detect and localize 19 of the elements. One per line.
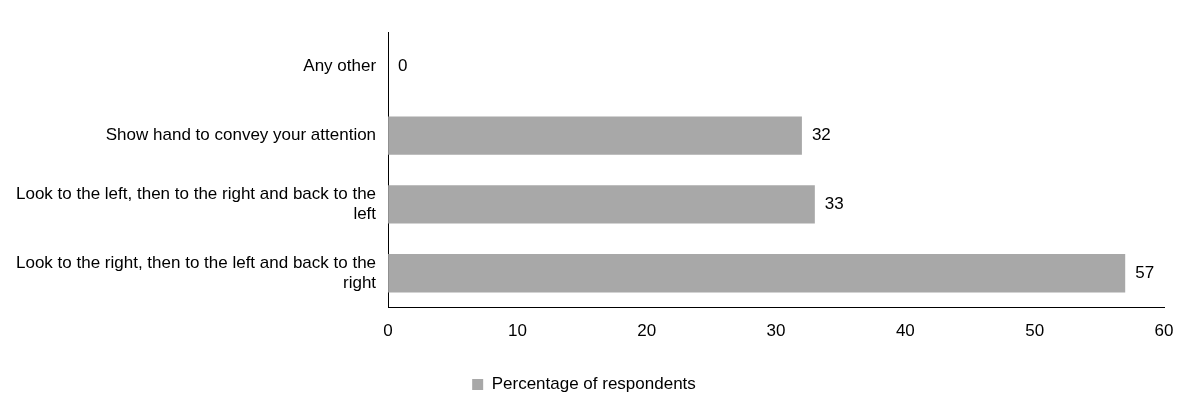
bar <box>388 116 802 155</box>
data-label: 57 <box>1135 262 1155 282</box>
y-tick-label: Look to the right, then to the left and back to the right <box>15 252 377 293</box>
x-tick-label: 50 <box>1025 321 1045 341</box>
bar <box>388 254 1126 293</box>
legend-label: Percentage of respondents <box>491 374 696 394</box>
data-label: 33 <box>824 194 844 214</box>
y-tick-label: Any other <box>303 56 377 76</box>
y-tick-label: Look to the left, then to the right and back to the left <box>15 183 377 224</box>
data-label: 32 <box>811 125 831 145</box>
y-tick-label: Show hand to convey your attention <box>105 125 377 145</box>
data-label: 0 <box>398 56 408 76</box>
x-tick-label: 40 <box>895 321 915 341</box>
x-tick-label: 0 <box>383 321 393 341</box>
x-tick-label: 10 <box>507 321 527 341</box>
x-tick-label: 60 <box>1154 321 1174 341</box>
bar <box>388 185 815 224</box>
x-tick-label: 30 <box>766 321 786 341</box>
x-tick-label: 20 <box>637 321 657 341</box>
